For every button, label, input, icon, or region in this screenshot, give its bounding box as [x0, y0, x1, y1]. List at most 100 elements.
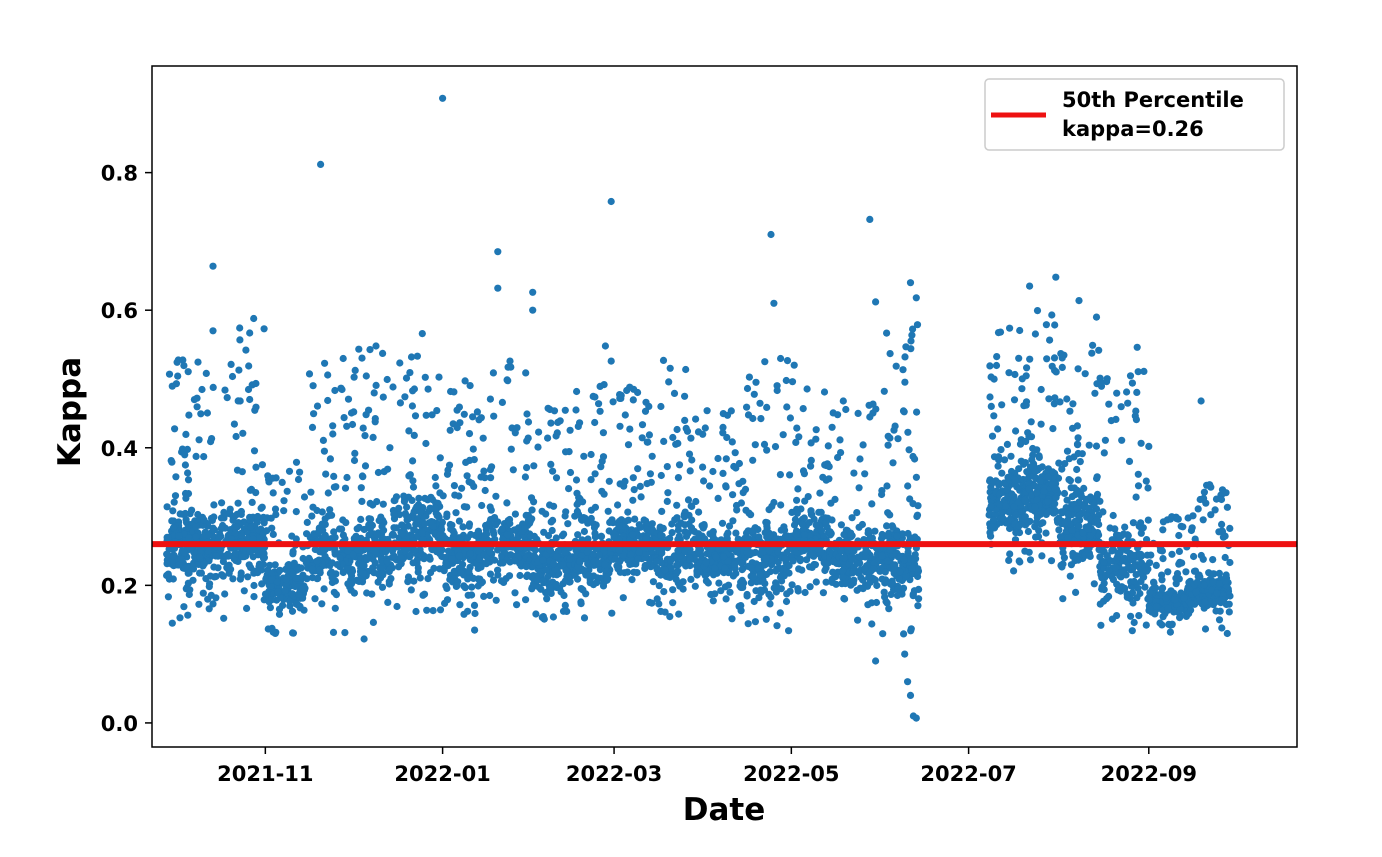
- scatter-point: [912, 714, 920, 722]
- scatter-point: [374, 570, 382, 578]
- scatter-point: [561, 601, 569, 610]
- scatter-point: [629, 531, 637, 539]
- scatter-point: [1033, 307, 1042, 315]
- scatter-point: [1130, 577, 1138, 586]
- scatter-point: [782, 376, 790, 385]
- scatter-point: [1125, 562, 1133, 571]
- scatter-point: [1176, 614, 1184, 622]
- scatter-point: [798, 520, 807, 529]
- scatter-point: [370, 547, 379, 555]
- scatter-point: [912, 473, 921, 481]
- scatter-point: [616, 568, 624, 576]
- scatter-point: [558, 532, 567, 540]
- scatter-point: [1069, 400, 1077, 408]
- scatter-point: [781, 555, 789, 563]
- scatter-point: [521, 525, 529, 533]
- scatter-point: [824, 442, 832, 450]
- scatter-point: [548, 526, 556, 535]
- scatter-point: [401, 547, 410, 555]
- scatter-point: [822, 476, 830, 484]
- scatter-point: [169, 575, 177, 583]
- scatter-point: [907, 627, 915, 635]
- scatter-point: [1129, 599, 1137, 607]
- scatter-point: [383, 375, 391, 384]
- scatter-point: [1201, 598, 1209, 606]
- scatter-point: [883, 522, 891, 530]
- scatter-point: [1190, 567, 1199, 575]
- scatter-point: [822, 518, 830, 526]
- scatter-point: [188, 506, 196, 514]
- scatter-point: [329, 628, 338, 637]
- scatter-point: [1141, 583, 1149, 591]
- scatter-point: [1123, 593, 1131, 601]
- scatter-point: [576, 557, 584, 566]
- scatter-point: [379, 500, 387, 508]
- scatter-point: [1178, 559, 1186, 567]
- scatter-point: [1058, 363, 1066, 371]
- scatter-point: [760, 440, 769, 448]
- scatter-point: [800, 470, 809, 478]
- scatter-point: [889, 523, 897, 532]
- scatter-point: [1145, 596, 1153, 604]
- scatter-point: [1010, 567, 1018, 575]
- scatter-point: [564, 520, 572, 528]
- scatter-point: [526, 517, 535, 525]
- scatter-point: [866, 413, 874, 421]
- scatter-point: [180, 549, 188, 557]
- scatter-point: [390, 510, 398, 518]
- scatter-point: [585, 571, 593, 579]
- scatter-point: [324, 371, 332, 379]
- scatter-point: [292, 535, 300, 543]
- scatter-point: [218, 571, 226, 579]
- scatter-point: [1076, 458, 1084, 466]
- scatter-point: [904, 482, 912, 490]
- scatter-point: [209, 327, 217, 335]
- scatter-point: [562, 448, 570, 456]
- scatter-point: [249, 535, 257, 543]
- scatter-point: [339, 354, 347, 363]
- scatter-point: [900, 630, 908, 638]
- scatter-point: [331, 533, 339, 542]
- scatter-point: [993, 353, 1001, 361]
- scatter-point: [1130, 562, 1138, 571]
- scatter-point: [1187, 606, 1195, 614]
- scatter-point: [1064, 510, 1072, 518]
- scatter-point: [642, 398, 650, 406]
- scatter-point: [1172, 574, 1180, 582]
- scatter-point: [236, 575, 244, 583]
- scatter-point: [511, 557, 519, 565]
- scatter-point: [776, 573, 785, 582]
- scatter-point: [1055, 526, 1063, 534]
- scatter-point: [868, 620, 876, 628]
- scatter-point: [1024, 527, 1032, 536]
- scatter-point: [1114, 549, 1122, 557]
- scatter-point: [1121, 584, 1129, 593]
- scatter-point: [209, 524, 217, 532]
- scatter-point: [462, 458, 470, 466]
- scatter-point: [1067, 484, 1075, 492]
- scatter-point: [250, 593, 258, 601]
- scatter-point: [329, 430, 337, 438]
- scatter-point: [387, 575, 395, 583]
- scatter-point: [1006, 324, 1014, 332]
- scatter-point: [233, 523, 241, 531]
- scatter-point: [837, 547, 845, 555]
- scatter-point: [407, 586, 415, 594]
- scatter-point: [793, 509, 801, 517]
- scatter-point: [531, 546, 540, 554]
- scatter-point: [790, 361, 798, 369]
- scatter-point: [1124, 532, 1132, 540]
- scatter-point: [587, 450, 595, 459]
- scatter-point: [547, 419, 555, 427]
- scatter-point: [192, 523, 200, 531]
- scatter-point: [523, 571, 532, 579]
- scatter-point: [412, 607, 420, 616]
- scatter-point: [1208, 571, 1216, 579]
- scatter-point: [1010, 503, 1018, 511]
- scatter-point: [513, 424, 521, 432]
- scatter-point: [1015, 522, 1023, 530]
- scatter-point: [1166, 628, 1174, 636]
- y-tick-label: 0.6: [101, 299, 138, 323]
- scatter-point: [1026, 282, 1034, 290]
- legend-box: [984, 78, 1285, 151]
